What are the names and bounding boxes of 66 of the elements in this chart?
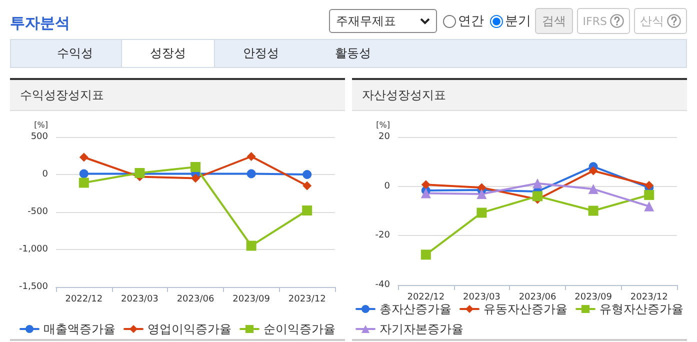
x-tick-label: 2023/09 [232,294,270,304]
point [588,166,598,176]
text: IFRS [576,8,630,34]
point [246,240,256,251]
x-tick-label: 2023/03 [121,294,158,304]
text: 활동성 [334,45,372,62]
text: 안정성 [242,45,280,62]
point [246,152,256,161]
x-tick-label: 2023/12 [288,294,326,304]
point [588,184,598,194]
x-tick-label: 2022/12 [407,292,445,302]
point [421,180,430,190]
y-axis-title: [%] [34,120,48,130]
text: 연간 [458,14,484,29]
y-tick-label: -40 [375,280,390,290]
text: 주재무제표 [328,9,437,33]
point [302,181,312,190]
x-tick-label: 2023/06 [176,294,214,304]
text: 수익성 [56,45,94,62]
point [246,169,256,178]
text: 산식 [634,8,687,34]
legend-label: 자기자본증가율 [380,322,464,336]
y-tick-label: -20 [375,230,390,241]
y-tick-label: 500 [30,132,48,142]
x-tick-label: 2022/12 [65,294,103,304]
point [644,190,654,200]
x-tick-label: 2023/03 [463,292,500,302]
x-tick-label: 2023/12 [630,292,668,302]
y-axis-title: [%] [376,120,390,130]
point [191,174,200,183]
y-tick-label: -1,000 [18,244,48,254]
legend-label: 유형자산증가율 [600,302,684,316]
point [476,188,487,199]
legend-label: 순이익증가율 [264,322,336,336]
point [532,191,542,202]
y-tick-label: 0 [384,181,390,192]
point [190,162,200,172]
point [644,180,654,190]
point [588,206,598,216]
point [644,201,654,212]
point [302,206,312,216]
point [420,250,431,260]
y-tick-label: -500 [28,207,48,217]
x-tick-label: 2023/06 [518,292,556,302]
point [79,152,88,162]
text: 검색 [534,8,573,34]
point [78,178,89,188]
point [302,170,312,179]
chart-title: 자산성장성지표 [352,80,687,111]
point [477,183,486,192]
legend-label: 유동자산증가율 [484,302,568,316]
text: 분기 [504,14,531,29]
y-tick-label: 20 [378,132,390,142]
x-tick-label: 2023/09 [574,292,612,302]
y-tick-label: 0 [42,170,48,180]
chart-title: 수익성장성지표 [10,80,345,111]
point [532,178,542,188]
point [79,169,88,178]
text: 투자분석 [10,14,70,33]
legend-label: 매출액증가율 [44,322,116,336]
point [476,208,487,218]
point [420,188,431,198]
text: 성장성 [121,40,215,67]
y-tick-label: -1,500 [18,282,48,292]
legend-label: 총자산증가율 [380,302,452,316]
legend-label: 영업이익증가율 [148,322,232,336]
